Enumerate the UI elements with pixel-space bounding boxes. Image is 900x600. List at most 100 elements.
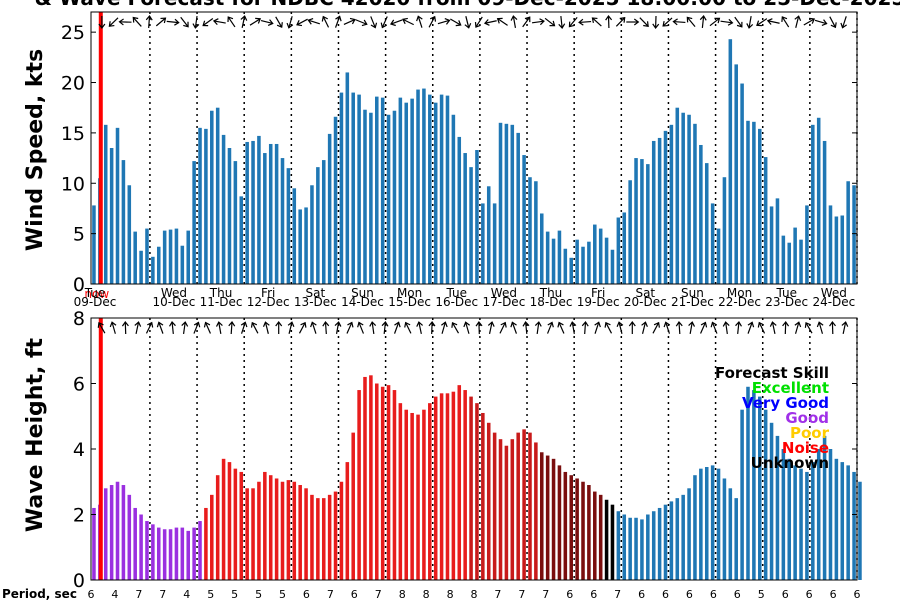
wind-bar [793, 227, 797, 284]
period-tick: 6 [566, 588, 573, 600]
date-label: 15-Dec [388, 295, 431, 309]
wave-bar [451, 391, 456, 580]
period-tick: 7 [135, 588, 142, 600]
wind-bar [210, 110, 214, 284]
direction-arrow [639, 17, 649, 28]
wind-bar [251, 140, 255, 284]
wind-bar [498, 122, 503, 284]
direction-arrow [240, 321, 248, 334]
wind-bar [816, 117, 821, 284]
direction-arrow [202, 17, 214, 27]
wind-bar [363, 109, 367, 284]
wind-bar [263, 153, 267, 284]
direction-arrow [531, 18, 545, 26]
wind-bar [428, 94, 432, 284]
direction-arrow [134, 321, 142, 334]
wave-bar [569, 475, 573, 580]
wave-bar [563, 471, 568, 580]
day-label: Wed [821, 286, 847, 300]
date-label: 14-Dec [341, 295, 384, 309]
wind-bar [775, 198, 780, 284]
wind-bar [127, 185, 132, 284]
date-label: 12-Dec [247, 295, 290, 309]
direction-arrow [626, 18, 640, 26]
wave-bar [799, 468, 803, 580]
wave-bar [746, 386, 750, 580]
period-tick: 6 [303, 588, 310, 600]
direction-arrow [428, 321, 436, 335]
direction-arrow [464, 16, 472, 29]
legend-item: Very Good [742, 394, 829, 412]
wind-bar [581, 246, 585, 284]
direction-arrow [240, 15, 248, 28]
direction-arrow [675, 321, 683, 335]
wave-bar [669, 501, 674, 580]
wind-bar [681, 112, 685, 285]
period-tick: 7 [614, 588, 621, 600]
direction-arrow [451, 321, 460, 334]
wind-bar [551, 238, 556, 284]
day-label: Fri [261, 286, 275, 300]
wind-bar [274, 143, 279, 284]
wind-bar [640, 159, 644, 284]
date-label: 19-Dec [577, 295, 620, 309]
wind-bar [699, 144, 703, 284]
wind-bar [92, 205, 96, 284]
wind-bar [598, 228, 603, 284]
wind-bar [769, 206, 774, 284]
date-label: 20-Dec [624, 295, 667, 309]
wave-bar [286, 480, 291, 580]
direction-arrow [215, 321, 223, 335]
period-tick: 7 [542, 588, 549, 600]
wind-bar [233, 161, 238, 284]
direction-arrow [228, 321, 236, 335]
wave-bar [728, 488, 733, 580]
period-tick: 5 [279, 588, 286, 600]
wave-bar [298, 485, 302, 580]
wind-bar [846, 181, 850, 284]
day-label: Tue [446, 286, 468, 300]
wave-bar [139, 514, 143, 580]
wind-bar [492, 203, 497, 284]
wave-bar [198, 521, 202, 580]
wave-bar [758, 396, 762, 580]
wind-bar [445, 95, 450, 284]
wave-bar [416, 414, 420, 580]
direction-arrow [97, 321, 106, 334]
wind-bar [133, 231, 137, 284]
direction-arrow [381, 321, 389, 335]
direction-arrow [474, 16, 483, 28]
wind-bar [416, 89, 420, 284]
wave-bar [722, 478, 727, 580]
wind-bar [139, 250, 143, 284]
wave-bar [616, 511, 621, 580]
direction-arrow [321, 15, 330, 28]
wave-bar [475, 403, 479, 580]
wave-bar [598, 494, 603, 580]
wind-bar [557, 230, 562, 284]
date-label: 23-Dec [765, 295, 808, 309]
wave-bar [422, 409, 426, 580]
direction-arrow [840, 16, 847, 29]
direction-arrow [370, 16, 378, 29]
wave-bar [162, 529, 167, 580]
wave-bar [92, 507, 96, 580]
wave-bar [310, 494, 314, 580]
wind-bar [333, 116, 338, 285]
wind-bar [746, 120, 750, 284]
wave-bar [834, 458, 839, 580]
direction-arrow [686, 16, 696, 27]
direction-arrow [522, 16, 531, 28]
direction-arrow [558, 15, 566, 29]
wind-bar [469, 167, 473, 284]
wave-bar [463, 390, 467, 580]
period-tick: 5 [758, 588, 765, 600]
direction-arrow [591, 17, 602, 27]
wind-bar [522, 155, 526, 284]
direction-arrow [794, 321, 802, 334]
wave-bar [858, 481, 862, 580]
period-tick: 8 [399, 588, 406, 600]
period-tick: 7 [159, 588, 166, 600]
wind-bar [192, 161, 196, 284]
wind-bar [227, 148, 232, 284]
